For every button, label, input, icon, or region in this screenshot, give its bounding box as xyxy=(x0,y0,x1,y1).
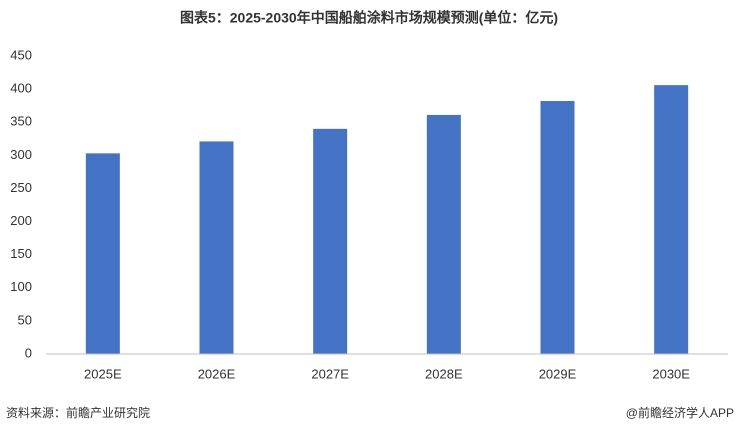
x-tick-label: 2030E xyxy=(652,366,690,381)
y-tick-label: 400 xyxy=(10,81,32,96)
y-tick-label: 100 xyxy=(10,279,32,294)
bar xyxy=(199,141,234,354)
y-tick-label: 150 xyxy=(10,246,32,261)
y-tick-label: 350 xyxy=(10,114,32,129)
chart-title: 图表5：2025-2030年中国船舶涂料市场规模预测(单位：亿元) xyxy=(180,10,558,26)
x-tick-label: 2025E xyxy=(84,366,122,381)
y-tick-label: 0 xyxy=(25,345,32,360)
bar xyxy=(313,128,348,354)
bar xyxy=(654,85,689,354)
bar xyxy=(426,114,461,354)
bar xyxy=(540,101,575,354)
y-tick-label: 300 xyxy=(10,147,32,162)
y-tick-label: 450 xyxy=(10,47,32,62)
credit: @前瞻经济学人APP xyxy=(626,405,734,420)
y-tick-label: 200 xyxy=(10,213,32,228)
x-tick-label: 2027E xyxy=(311,366,349,381)
y-tick-label: 250 xyxy=(10,180,32,195)
source-note: 资料来源：前瞻产业研究院 xyxy=(6,405,150,420)
x-tick-label: 2028E xyxy=(425,366,463,381)
bar xyxy=(85,153,120,354)
x-tick-label: 2026E xyxy=(198,366,236,381)
x-tick-label: 2029E xyxy=(539,366,577,381)
y-tick-label: 50 xyxy=(18,312,32,327)
